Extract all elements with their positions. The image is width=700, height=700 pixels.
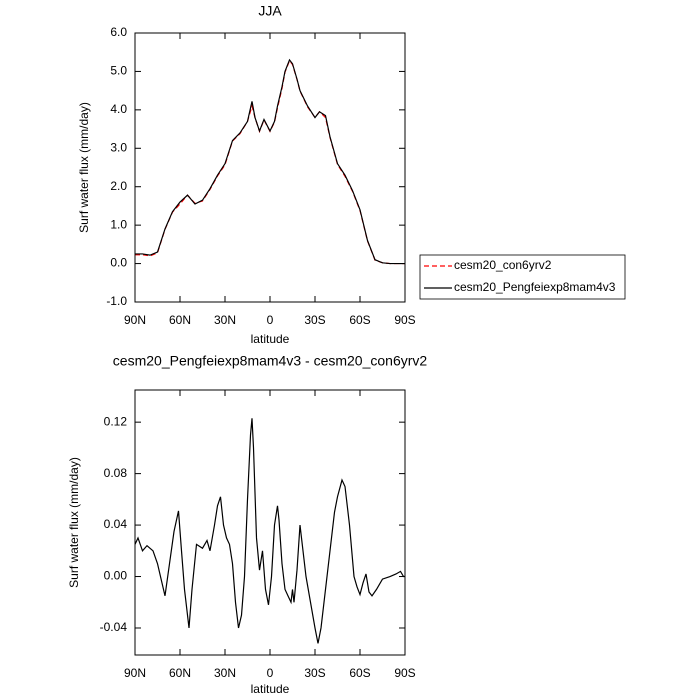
x-tick-label: 60N bbox=[169, 313, 191, 327]
data-line bbox=[135, 59, 405, 265]
y-tick-label: 0.08 bbox=[104, 466, 128, 480]
x-tick-label: 60S bbox=[349, 666, 370, 680]
chart-title: cesm20_Pengfeiexp8mam4v3 - cesm20_con6yr… bbox=[113, 353, 428, 369]
legend-label: cesm20_con6yrv2 bbox=[454, 258, 552, 272]
y-tick-label: 6.0 bbox=[110, 25, 127, 39]
legend-label: cesm20_Pengfeiexp8mam4v3 bbox=[454, 280, 616, 294]
x-tick-label: 30N bbox=[214, 313, 236, 327]
plot-frame bbox=[134, 389, 406, 656]
y-tick-label: 0.00 bbox=[104, 569, 128, 583]
x-tick-label: 90S bbox=[394, 666, 415, 680]
y-tick-label: 1.0 bbox=[110, 217, 127, 231]
x-tick-label: 60N bbox=[169, 666, 191, 680]
x-tick-label: 90N bbox=[124, 313, 146, 327]
chart-title: JJA bbox=[258, 3, 282, 19]
y-tick-label: 0.0 bbox=[110, 256, 127, 270]
legend-box bbox=[419, 254, 626, 300]
x-tick-label: 30N bbox=[214, 666, 236, 680]
y-tick-label: 0.12 bbox=[104, 414, 128, 428]
y-tick-label: 5.0 bbox=[110, 64, 127, 78]
y-tick-label: 4.0 bbox=[110, 102, 127, 116]
y-tick-label: 0.04 bbox=[104, 517, 128, 531]
x-axis-label: latitude bbox=[251, 682, 290, 696]
data-line bbox=[135, 58, 405, 265]
y-tick-label: -1.0 bbox=[106, 294, 127, 308]
x-tick-label: 30S bbox=[304, 313, 325, 327]
y-tick-label: 2.0 bbox=[110, 179, 127, 193]
y-tick-label: 3.0 bbox=[110, 140, 127, 154]
y-tick-label: -0.04 bbox=[100, 620, 128, 634]
plot-frame bbox=[134, 32, 406, 303]
x-tick-label: 90S bbox=[394, 313, 415, 327]
x-tick-label: 30S bbox=[304, 666, 325, 680]
y-axis-label: Surf water flux (mm/day) bbox=[67, 457, 81, 588]
y-axis-label: Surf water flux (mm/day) bbox=[77, 102, 91, 233]
data-line bbox=[134, 418, 405, 644]
x-axis-label: latitude bbox=[251, 332, 290, 346]
x-tick-label: 0 bbox=[267, 666, 274, 680]
x-tick-label: 0 bbox=[267, 313, 274, 327]
x-tick-label: 90N bbox=[124, 666, 146, 680]
x-tick-label: 60S bbox=[349, 313, 370, 327]
